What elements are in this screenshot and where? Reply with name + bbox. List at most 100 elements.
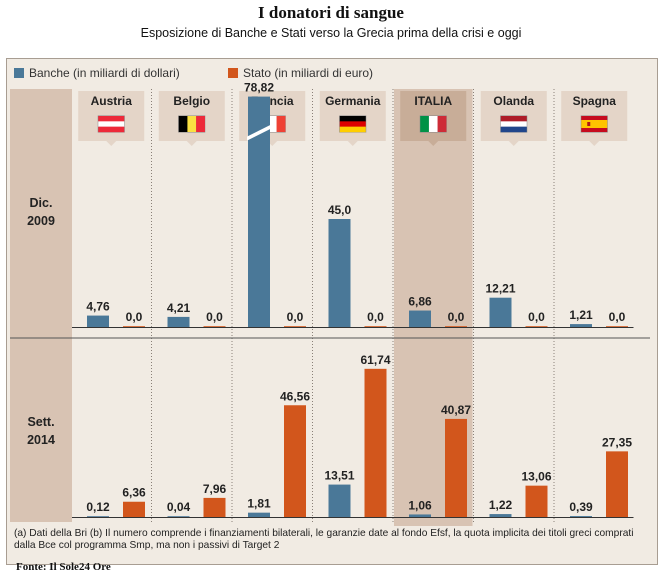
legend-state-swatch [228, 68, 238, 78]
germany-flag-icon [339, 115, 367, 133]
data-label: 1,06 [408, 498, 432, 512]
bar-state [364, 368, 387, 517]
legend-banks-label: Banche (in miliardi di dollari) [29, 66, 180, 80]
country-label: Spagna [573, 94, 617, 108]
bar-banks [328, 219, 351, 327]
bar-banks [87, 516, 109, 517]
country-header-pointer [347, 141, 358, 146]
bar-state [203, 497, 226, 517]
country-label: Germania [325, 94, 381, 108]
bar-banks [167, 516, 190, 517]
country-header-pointer [428, 141, 439, 146]
bar-state [445, 418, 467, 517]
flag-stripe [98, 121, 125, 127]
bar-state [525, 326, 548, 327]
flag-stripe [581, 120, 608, 128]
flag-stripe [581, 128, 608, 132]
chart-title: I donatori di sangue [258, 3, 404, 22]
bar-state [364, 326, 387, 327]
flag-stripe [187, 116, 197, 132]
flag-stripe [420, 116, 430, 132]
data-label: 4,21 [167, 301, 191, 315]
period-label: 2014 [27, 433, 55, 447]
data-label: 12,21 [485, 282, 515, 296]
bar-state [606, 326, 628, 327]
bar-banks [489, 514, 512, 517]
bar-banks [570, 324, 592, 327]
data-label: 78,82 [244, 81, 274, 95]
period-label: Sett. [27, 415, 54, 429]
source-credit: Fonte: Il Sole24 Ore [16, 561, 111, 573]
data-label: 0,0 [528, 310, 545, 324]
country-label: Belgio [173, 94, 210, 108]
data-label: 40,87 [441, 403, 471, 417]
belgium-flag-icon [178, 115, 206, 133]
data-label: 13,06 [521, 470, 551, 484]
flag-stripe [339, 116, 366, 122]
country-header-pointer [589, 141, 600, 146]
bar-banks [489, 297, 512, 327]
bar-banks [570, 516, 592, 517]
bar-banks [409, 514, 431, 517]
bar-state [123, 326, 145, 327]
flag-stripe [267, 116, 277, 132]
bar-banks [87, 315, 109, 327]
data-label: 0,39 [569, 500, 593, 514]
data-label: 0,12 [86, 500, 110, 514]
flag-stripe [178, 116, 188, 132]
flag-stripe [196, 116, 205, 132]
flag-stripe [339, 121, 366, 127]
chart-subtitle: Esposizione di Banche e Stati verso la G… [140, 26, 522, 40]
data-label: 0,0 [367, 310, 384, 324]
data-label: 0,0 [126, 310, 143, 324]
footnote: (a) Dati della Bri (b) Il numero compren… [14, 528, 634, 551]
data-label: 45,0 [328, 203, 352, 217]
country-header-pointer [106, 141, 117, 146]
data-label: 13,51 [324, 469, 354, 483]
bar-state [525, 485, 548, 517]
legend-banks: Banche (in miliardi di dollari) [14, 66, 180, 80]
flag-stripe [500, 121, 527, 127]
data-label: 0,0 [609, 310, 626, 324]
legend-banks-swatch [14, 68, 24, 78]
bar-banks [248, 512, 270, 517]
country-header-pointer [508, 141, 519, 146]
flag-stripe [500, 126, 527, 133]
bar-state [284, 326, 306, 327]
data-label: 61,74 [360, 353, 390, 367]
flag-stripe [581, 116, 608, 120]
bar-banks [248, 96, 270, 327]
austria-flag-icon [97, 115, 125, 133]
data-label: 1,21 [569, 308, 593, 322]
data-label: 0,0 [206, 310, 223, 324]
flag-stripe [500, 116, 527, 122]
spain-flag-icon [580, 115, 608, 133]
data-label: 6,86 [408, 295, 432, 309]
bar-state [203, 326, 226, 327]
row-label-column [10, 89, 72, 522]
data-label: 27,35 [602, 435, 632, 449]
flag-stripe [339, 126, 366, 133]
flag-stripe [98, 116, 125, 122]
bar-break-mark [247, 124, 271, 141]
period-label: Dic. [30, 196, 53, 210]
legend-state-label: Stato (in miliardi di euro) [243, 66, 374, 80]
bar-state [445, 326, 467, 327]
country-label: ITALIA [414, 94, 452, 108]
data-label: 4,76 [86, 300, 110, 314]
flag-stripe [428, 116, 438, 132]
country-label: Austria [91, 94, 133, 108]
data-label: 1,22 [489, 498, 513, 512]
data-label: 1,81 [247, 497, 271, 511]
italy-flag-icon [419, 115, 447, 133]
flag-emblem [587, 122, 591, 126]
data-label: 0,0 [448, 310, 465, 324]
legend-state: Stato (in miliardi di euro) [228, 66, 373, 80]
bar-banks [409, 310, 431, 327]
bar-state [606, 451, 628, 517]
bar-state [123, 501, 145, 517]
flag-stripe [437, 116, 447, 132]
data-label: 0,0 [287, 310, 304, 324]
data-label: 46,56 [280, 389, 310, 403]
